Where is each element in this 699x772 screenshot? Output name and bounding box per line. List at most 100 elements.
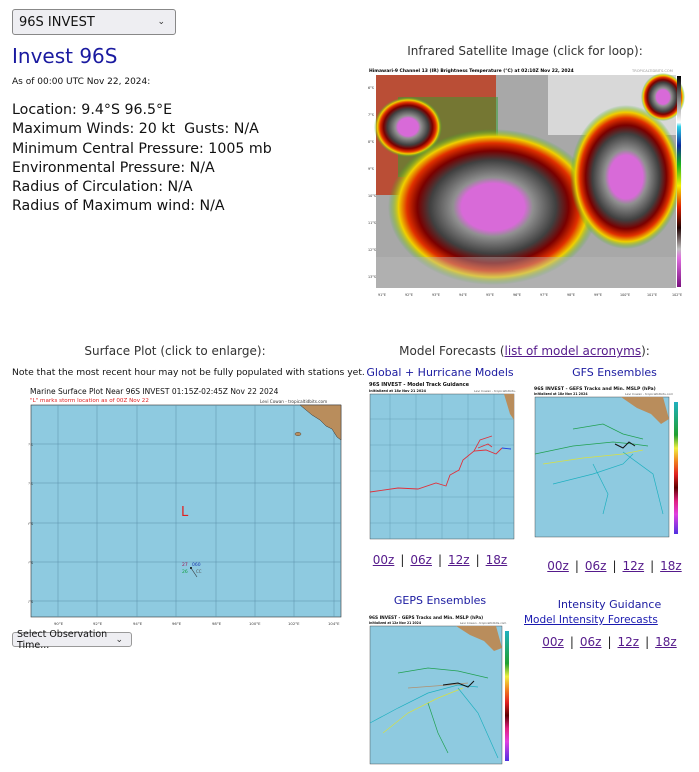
svg-text:Initialized at 18z Nov 21 2024: Initialized at 18z Nov 21 2024 xyxy=(534,392,588,396)
svg-text:8°S: 8°S xyxy=(28,481,33,486)
global-models-heading: Global + Hurricane Models xyxy=(366,366,514,379)
svg-text:10°S: 10°S xyxy=(368,194,376,198)
min-pressure: Minimum Central Pressure: 1005 mb xyxy=(12,140,272,157)
max-winds: Maximum Winds: 20 kt Gusts: N/A xyxy=(12,121,259,138)
model-intensity-forecasts-link[interactable]: Model Intensity Forecasts xyxy=(524,614,658,626)
svg-text:104°E: 104°E xyxy=(328,621,340,626)
geps-image: 96S INVEST - GEPS Tracks and Min. MSLP (… xyxy=(368,613,516,768)
svg-text:91°E: 91°E xyxy=(378,293,386,297)
intensity-00z-link[interactable]: 00z xyxy=(542,635,564,649)
svg-text:9°S: 9°S xyxy=(368,167,374,171)
intensity-12z-link[interactable]: 12z xyxy=(617,635,640,649)
svg-text:102°E: 102°E xyxy=(288,621,300,626)
surface-plot-image: Marine Surface Plot Near 96S INVEST 01:1… xyxy=(24,384,343,629)
svg-text:94°E: 94°E xyxy=(459,293,467,297)
svg-text:6°S: 6°S xyxy=(368,86,374,90)
svg-text:94°E: 94°E xyxy=(133,621,143,626)
svg-text:96°E: 96°E xyxy=(513,293,521,297)
intensity-cycle-links: 00z | 06z | 12z | 18z xyxy=(542,635,677,649)
intensity-guidance-heading: Intensity Guidance xyxy=(557,598,662,611)
svg-text:90°E: 90°E xyxy=(54,621,64,626)
model-track-guidance-image: 96S INVEST - Model Track Guidance Initia… xyxy=(368,380,522,542)
svg-text:12°S: 12°S xyxy=(368,248,376,252)
svg-text:11°S: 11°S xyxy=(368,221,376,225)
svg-text:96S INVEST - GEPS Tracks and M: 96S INVEST - GEPS Tracks and Min. MSLP (… xyxy=(369,615,483,621)
global-06z-link[interactable]: 06z xyxy=(410,553,432,567)
surface-plot-heading: Surface Plot (click to enlarge): xyxy=(84,344,266,358)
observation-time-select[interactable]: Select Observation Time... ⌄ xyxy=(12,629,132,651)
radius-max-wind: Radius of Maximum wind: N/A xyxy=(12,198,225,215)
geps-heading: GEPS Ensembles xyxy=(393,594,487,607)
model-acronyms-link[interactable]: list of model acronyms xyxy=(504,344,642,358)
svg-text:Initialized at 18z Nov 21 2024: Initialized at 18z Nov 21 2024 xyxy=(369,389,427,393)
satellite-image-link[interactable]: Himawari-9 Channel 13 (IR) Brightness Te… xyxy=(368,67,686,300)
gefs-12z-link[interactable]: 12z xyxy=(622,559,645,573)
svg-text:CC: CC xyxy=(196,569,202,574)
svg-text:TROPICALTIDBITS.COM: TROPICALTIDBITS.COM xyxy=(631,69,673,73)
gefs-heading: GFS Ensembles xyxy=(572,366,657,379)
gefs-18z-link[interactable]: 18z xyxy=(660,559,682,573)
gefs-image-link[interactable]: 96S INVEST - GEFS Tracks and Min. MSLP (… xyxy=(533,384,687,542)
surface-plot-note: Note that the most recent hour may not b… xyxy=(12,367,365,378)
satellite-heading: Infrared Satellite Image (click for loop… xyxy=(407,44,643,58)
storm-select[interactable]: 96S INVEST ⌄ xyxy=(12,9,176,35)
global-00z-link[interactable]: 00z xyxy=(372,553,395,567)
svg-text:L: L xyxy=(181,505,189,520)
svg-text:Levi Cowan - tropicaltidbits.c: Levi Cowan - tropicaltidbits.com xyxy=(460,621,507,625)
intensity-18z-link[interactable]: 18z xyxy=(655,635,677,649)
svg-text:"L" marks storm location as of: "L" marks storm location as of 00Z Nov 2… xyxy=(30,398,149,404)
as-of-timestamp: As of 00:00 UTC Nov 22, 2024: xyxy=(12,77,151,87)
global-models-cycle-links: 00z | 06z | 12z | 18z xyxy=(372,553,508,567)
radius-circulation: Radius of Circulation: N/A xyxy=(12,179,193,196)
geps-image-link[interactable]: 96S INVEST - GEPS Tracks and Min. MSLP (… xyxy=(368,613,516,768)
gefs-06z-link[interactable]: 06z xyxy=(584,559,607,573)
svg-text:98°E: 98°E xyxy=(212,621,222,626)
svg-text:7°S: 7°S xyxy=(368,113,374,117)
chevron-down-icon: ⌄ xyxy=(157,17,165,27)
global-12z-link[interactable]: 12z xyxy=(448,553,470,567)
svg-text:14°S: 14°S xyxy=(28,599,34,604)
svg-text:96S INVEST - GEFS Tracks and M: 96S INVEST - GEFS Tracks and Min. MSLP (… xyxy=(534,386,656,392)
svg-text:Levi Cowan - tropicaltidbits.c: Levi Cowan - tropicaltidbits.com xyxy=(474,389,516,393)
global-18z-link[interactable]: 18z xyxy=(485,553,508,567)
storm-title: Invest 96S xyxy=(12,44,118,68)
svg-text:Marine Surface Plot Near 96S I: Marine Surface Plot Near 96S INVEST 01:1… xyxy=(30,387,279,396)
storm-select-value: 96S INVEST xyxy=(19,14,95,30)
svg-text:10°S: 10°S xyxy=(28,521,34,526)
env-pressure: Environmental Pressure: N/A xyxy=(12,159,215,176)
gefs-cycle-links: 00z | 06z | 12z | 18z xyxy=(547,559,682,573)
svg-text:8°S: 8°S xyxy=(368,140,374,144)
svg-text:27: 27 xyxy=(182,562,188,568)
svg-text:26: 26 xyxy=(182,569,188,575)
svg-text:12°S: 12°S xyxy=(28,560,34,565)
svg-text:97°E: 97°E xyxy=(540,293,548,297)
gefs-image: 96S INVEST - GEFS Tracks and Min. MSLP (… xyxy=(533,384,687,542)
svg-text:101°E: 101°E xyxy=(647,293,657,297)
svg-text:102°E: 102°E xyxy=(672,293,682,297)
svg-text:96°E: 96°E xyxy=(172,621,182,626)
surface-plot-image-link[interactable]: Marine Surface Plot Near 96S INVEST 01:1… xyxy=(24,384,343,629)
storm-info: Location: 9.4°S 96.5°E Maximum Winds: 20… xyxy=(12,101,272,217)
svg-text:060: 060 xyxy=(192,562,201,568)
svg-text:100°E: 100°E xyxy=(249,621,261,626)
observation-time-select-value: Select Observation Time... xyxy=(17,628,108,651)
svg-text:Himawari-9 Channel 13 (IR) Bri: Himawari-9 Channel 13 (IR) Brightness Te… xyxy=(369,68,574,74)
gefs-00z-link[interactable]: 00z xyxy=(547,559,569,573)
chevron-down-icon: ⌄ xyxy=(115,634,123,645)
svg-text:99°E: 99°E xyxy=(594,293,602,297)
svg-text:6°S: 6°S xyxy=(28,442,33,447)
svg-text:93°E: 93°E xyxy=(432,293,440,297)
model-forecasts-heading: Model Forecasts (list of model acronyms)… xyxy=(399,344,650,358)
svg-text:Initialized at 12z Nov 21 2024: Initialized at 12z Nov 21 2024 xyxy=(369,621,422,625)
satellite-image: Himawari-9 Channel 13 (IR) Brightness Te… xyxy=(368,67,686,300)
model-track-guidance-image-link[interactable]: 96S INVEST - Model Track Guidance Initia… xyxy=(368,380,522,542)
svg-text:92°E: 92°E xyxy=(93,621,103,626)
svg-text:Levi Cowan - tropicaltidbits.c: Levi Cowan - tropicaltidbits.com xyxy=(260,399,327,404)
intensity-06z-link[interactable]: 06z xyxy=(579,635,602,649)
svg-text:Levi Cowan - tropicaltidbits.c: Levi Cowan - tropicaltidbits.com xyxy=(625,392,673,396)
location: Location: 9.4°S 96.5°E xyxy=(12,102,173,118)
svg-text:100°E: 100°E xyxy=(620,293,630,297)
svg-text:98°E: 98°E xyxy=(567,293,575,297)
svg-text:13°S: 13°S xyxy=(368,275,376,279)
svg-text:96S INVEST - Model Track Guida: 96S INVEST - Model Track Guidance xyxy=(369,382,470,388)
